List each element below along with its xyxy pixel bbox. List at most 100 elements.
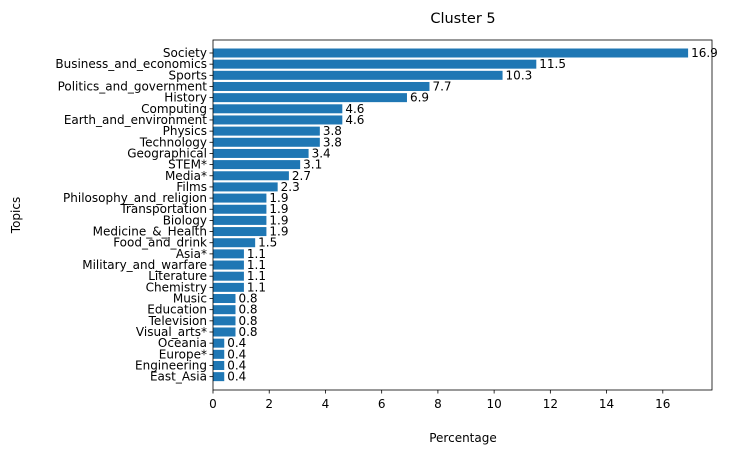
category-label: Philosophy_and_religion — [63, 191, 207, 205]
bar — [213, 81, 430, 91]
category-label: Education — [147, 303, 207, 317]
category-label: History — [164, 91, 207, 105]
bar — [213, 48, 689, 58]
category-label: Technology — [139, 135, 207, 149]
bar — [213, 93, 407, 103]
category-label: East_Asia — [150, 370, 207, 384]
bar — [213, 260, 244, 270]
category-label: Society — [163, 46, 207, 60]
bar-value-label: 2.3 — [281, 180, 300, 194]
bar-value-label: 16.9 — [691, 46, 718, 60]
category-label: Europe* — [159, 347, 207, 361]
bar-value-label: 1.5 — [258, 236, 277, 250]
bar-value-label: 0.8 — [238, 303, 257, 317]
bar — [213, 249, 244, 259]
x-tick-label: 8 — [434, 397, 442, 411]
bar — [213, 271, 244, 281]
bar — [213, 204, 267, 214]
bar-value-label: 0.4 — [227, 358, 246, 372]
bar-value-label: 7.7 — [432, 79, 451, 93]
category-labels: SocietyBusiness_and_economicsSportsPolit… — [55, 46, 213, 384]
category-label: Medicine_&_Health — [93, 225, 207, 239]
category-label: Computing — [141, 102, 207, 116]
bar — [213, 104, 343, 114]
bar — [213, 171, 289, 181]
bar-value-label: 6.9 — [410, 91, 429, 105]
x-tick-label: 10 — [486, 397, 501, 411]
bar-value-label: 4.6 — [345, 102, 364, 116]
category-label: Visual_arts* — [136, 325, 207, 339]
category-label: Chemistry — [146, 280, 207, 294]
bar-value-label: 11.5 — [539, 57, 566, 71]
x-tick-label: 2 — [265, 397, 273, 411]
bar — [213, 227, 267, 237]
chart-title: Cluster 5 — [430, 11, 495, 27]
bar — [213, 126, 320, 136]
bar-value-label: 3.1 — [303, 158, 322, 172]
bar-value-label: 1.9 — [269, 213, 288, 227]
bar — [213, 327, 236, 337]
bar — [213, 294, 236, 304]
value-labels: 16.911.510.37.76.94.64.63.83.83.43.12.72… — [227, 46, 718, 384]
bar — [213, 372, 225, 382]
bar-value-label: 0.4 — [227, 347, 246, 361]
bar-value-label: 10.3 — [506, 68, 533, 82]
bar — [213, 215, 267, 225]
category-label: Oceania — [158, 336, 207, 350]
x-tick-label: 4 — [322, 397, 330, 411]
x-axis-title: Percentage — [429, 431, 497, 445]
category-label: Literature — [148, 269, 207, 283]
x-tick-label: 14 — [599, 397, 614, 411]
category-label: Biology — [163, 213, 207, 227]
bar — [213, 282, 244, 292]
bar — [213, 305, 236, 315]
bar-value-label: 1.1 — [247, 247, 266, 261]
category-label: Films — [176, 180, 207, 194]
category-label: Music — [173, 292, 207, 306]
x-tick-label: 12 — [543, 397, 558, 411]
bar-value-label: 1.1 — [247, 258, 266, 272]
bar — [213, 316, 236, 326]
bar-value-label: 3.8 — [323, 124, 342, 138]
bar — [213, 349, 225, 359]
x-tick-label: 0 — [209, 397, 217, 411]
bar-value-label: 0.8 — [238, 292, 257, 306]
bar — [213, 137, 320, 147]
bar — [213, 160, 301, 170]
category-label: Military_and_warfare — [82, 258, 207, 272]
bar-value-label: 1.1 — [247, 269, 266, 283]
category-label: Media* — [165, 169, 207, 183]
bar-value-label: 1.9 — [269, 225, 288, 239]
bar — [213, 70, 503, 80]
y-axis-title: Topics — [9, 197, 23, 234]
bar-value-label: 0.4 — [227, 370, 246, 384]
bar — [213, 193, 267, 203]
category-label: Business_and_economics — [55, 57, 207, 71]
bar-value-label: 1.9 — [269, 202, 288, 216]
bar — [213, 115, 343, 125]
category-label: Engineering — [135, 358, 207, 372]
x-tick-label: 6 — [378, 397, 386, 411]
category-label: Physics — [163, 124, 207, 138]
category-label: Geographical — [127, 146, 207, 160]
bars-group — [213, 48, 689, 382]
bar — [213, 182, 278, 192]
bar — [213, 59, 537, 69]
bar — [213, 338, 225, 348]
category-label: Earth_and_environment — [64, 113, 207, 127]
x-tick-label: 16 — [655, 397, 670, 411]
category-label: Asia* — [176, 247, 207, 261]
bar-value-label: 1.9 — [269, 191, 288, 205]
category-label: Politics_and_government — [58, 79, 208, 93]
bar-value-label: 0.4 — [227, 336, 246, 350]
bar — [213, 360, 225, 370]
category-label: Television — [148, 314, 207, 328]
category-label: STEM* — [168, 158, 207, 172]
bar-value-label: 4.6 — [345, 113, 364, 127]
bar — [213, 148, 309, 158]
bar-value-label: 3.8 — [323, 135, 342, 149]
bar — [213, 238, 256, 248]
x-axis-ticks: 0 2 4 6 8 10 12 14 16 — [209, 390, 670, 411]
bar-value-label: 0.8 — [238, 314, 257, 328]
